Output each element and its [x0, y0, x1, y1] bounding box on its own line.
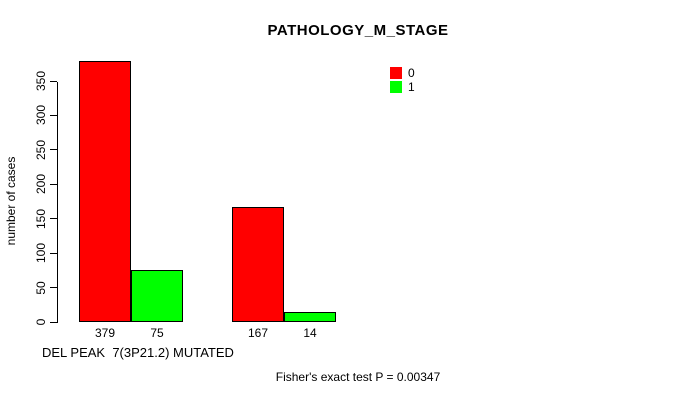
- y-tick-label: 0: [34, 318, 48, 326]
- y-axis-tick: [50, 287, 57, 289]
- legend: 0 1: [390, 66, 415, 94]
- legend-swatch-red: [390, 67, 402, 79]
- y-axis-tick: [50, 252, 57, 254]
- chart-title: PATHOLOGY_M_STAGE: [267, 22, 449, 39]
- y-tick-label: 200: [34, 174, 48, 195]
- fisher-test-annotation: Fisher's exact test P = 0.00347: [275, 370, 441, 384]
- y-tick-label: 150: [34, 208, 48, 229]
- legend-entry-1: 1: [390, 80, 415, 94]
- y-tick-label: 100: [34, 243, 48, 264]
- y-axis-tick: [50, 149, 57, 151]
- legend-label: 0: [408, 66, 415, 80]
- y-axis-tick: [50, 114, 57, 116]
- y-axis: [57, 82, 58, 323]
- bar-value-label: 167: [247, 326, 269, 340]
- y-tick-label: 250: [34, 139, 48, 160]
- y-axis-tick: [50, 183, 57, 185]
- legend-label: 1: [408, 80, 415, 94]
- bar-group1-series1: [131, 270, 183, 322]
- bar-group2-series1: [284, 312, 336, 322]
- bar-group1-series0: [79, 61, 131, 322]
- legend-entry-0: 0: [390, 66, 415, 80]
- bar-value-label: 14: [303, 326, 317, 340]
- y-axis-tick: [50, 321, 57, 323]
- y-tick-label: 50: [34, 280, 48, 295]
- y-axis-tick: [50, 80, 57, 82]
- y-axis-tick: [50, 218, 57, 220]
- bar-value-label: 75: [150, 326, 164, 340]
- legend-swatch-green: [390, 81, 402, 93]
- bar-group2-series0: [232, 207, 284, 322]
- y-tick-label: 300: [34, 105, 48, 126]
- x-axis-label: DEL PEAK 7(3P21.2) MUTATED: [42, 345, 234, 360]
- y-axis-label: number of cases: [4, 156, 18, 246]
- y-tick-label: 350: [34, 70, 48, 92]
- bar-value-label: 379: [94, 326, 116, 340]
